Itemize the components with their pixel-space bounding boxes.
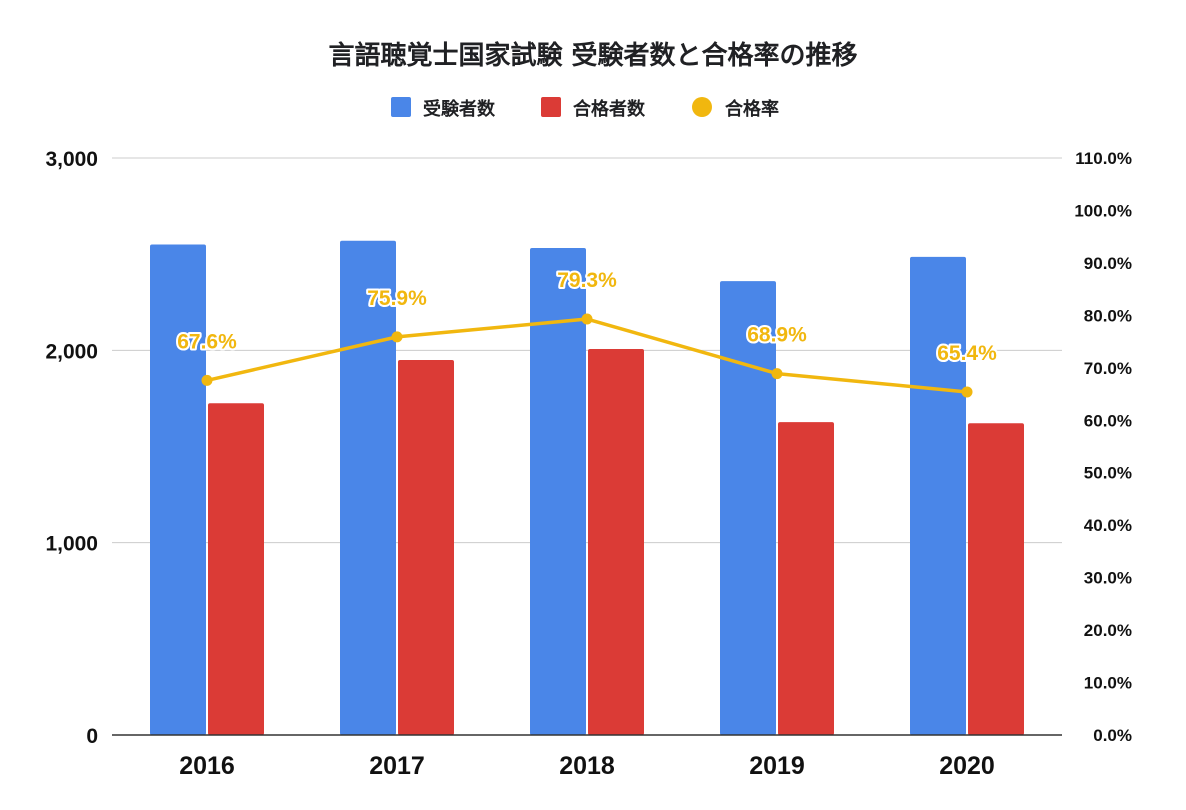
- left-tick-label: 0: [86, 725, 98, 748]
- category-label: 2020: [939, 752, 995, 780]
- bar-applicants: [910, 256, 966, 735]
- pass-rate-line: [201, 313, 973, 398]
- bar-applicants: [340, 240, 396, 735]
- legend-label-pass-rate: 合格率: [725, 98, 779, 120]
- pass-rate-line-path: [206, 317, 968, 394]
- right-tick-label: 20.0%: [1084, 621, 1132, 640]
- right-tick-label: 100.0%: [1074, 201, 1132, 220]
- legend-swatch-applicants: [391, 97, 411, 117]
- pass-rate-point: [391, 331, 403, 343]
- pass-rate-point: [581, 313, 593, 325]
- pass-rate-point: [771, 368, 783, 380]
- right-tick-label: 110.0%: [1075, 149, 1132, 168]
- right-tick-label: 90.0%: [1084, 254, 1132, 273]
- pass-rate-data-label: 67.6%: [177, 330, 237, 353]
- chart-title: 言語聴覚士国家試験 受験者数と合格率の推移: [328, 40, 857, 71]
- bar-passers: [778, 422, 834, 735]
- category-label: 2016: [179, 752, 235, 780]
- pass-rate-data-label: 75.9%: [367, 287, 427, 310]
- x-axis: 2016 2017 2018 2019 2020: [179, 752, 995, 780]
- bar-applicants: [530, 248, 586, 735]
- bar-passers: [398, 359, 454, 735]
- legend-label-applicants: 受験者数: [423, 98, 496, 120]
- bar-applicants: [720, 281, 776, 735]
- left-tick-label: 3,000: [45, 148, 98, 171]
- bars: [150, 240, 1024, 736]
- gridlines: [112, 157, 1062, 544]
- right-tick-label: 60.0%: [1084, 411, 1132, 430]
- bar-passers: [588, 348, 644, 735]
- right-tick-label: 30.0%: [1084, 569, 1132, 588]
- category-label: 2019: [749, 752, 805, 780]
- legend-label-passers: 合格者数: [573, 98, 646, 120]
- right-tick-label: 0.0%: [1093, 726, 1132, 745]
- pass-rate-data-label: 68.9%: [747, 324, 807, 347]
- legend: 受験者数 合格者数 合格率: [391, 97, 779, 120]
- legend-swatch-passers: [541, 97, 561, 117]
- pass-rate-data-label: 65.4%: [937, 342, 997, 365]
- bar-passers: [208, 403, 264, 735]
- right-tick-label: 10.0%: [1084, 674, 1132, 693]
- pass-rate-point: [201, 374, 213, 386]
- pass-rate-data-label: 79.3%: [557, 269, 617, 292]
- right-axis: 0.0% 10.0% 20.0% 30.0% 40.0% 50.0% 60.0% 70.0% 8…: [1074, 149, 1132, 745]
- left-axis: 0 1,000 2,000 3,000: [45, 148, 98, 748]
- right-tick-label: 40.0%: [1084, 516, 1132, 535]
- right-tick-label: 70.0%: [1084, 359, 1132, 378]
- legend-swatch-pass-rate: [692, 97, 712, 117]
- right-tick-label: 80.0%: [1084, 306, 1132, 325]
- category-label: 2018: [559, 752, 615, 780]
- bar-applicants: [150, 244, 206, 736]
- left-tick-label: 2,000: [45, 340, 98, 363]
- pass-rate-labels: 67.6% 75.9% 79.3% 68.9% 65.4%: [175, 267, 999, 367]
- pass-rate-point: [961, 386, 973, 398]
- bar-passers: [968, 423, 1024, 735]
- right-tick-label: 50.0%: [1084, 464, 1132, 483]
- left-tick-label: 1,000: [45, 533, 98, 556]
- category-label: 2017: [369, 752, 425, 780]
